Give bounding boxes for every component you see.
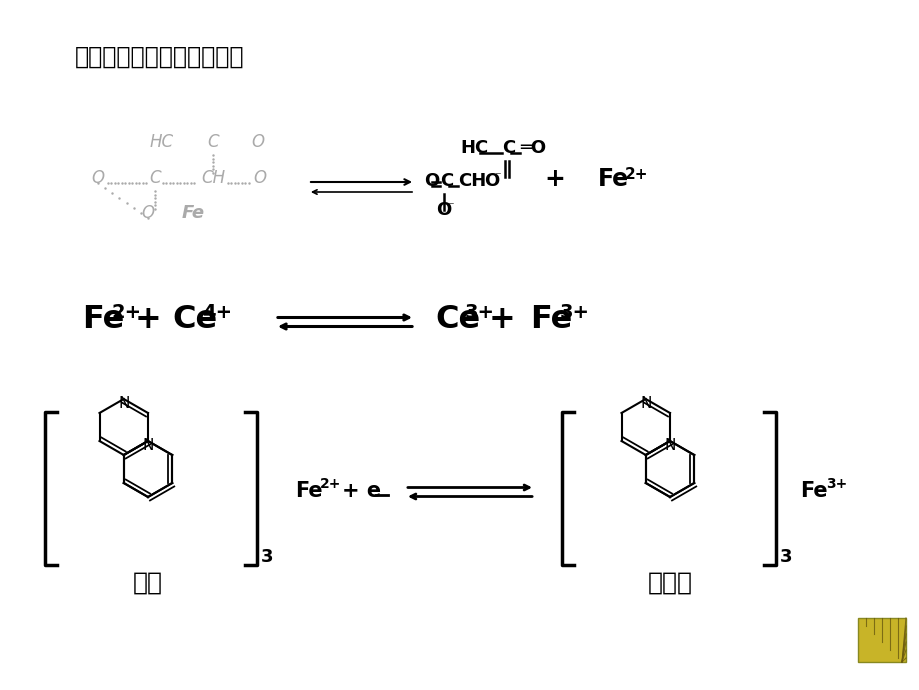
Text: ⁻: ⁻ bbox=[447, 200, 453, 213]
Text: +: + bbox=[134, 304, 161, 335]
Text: + e: + e bbox=[342, 481, 380, 501]
Text: HC: HC bbox=[150, 133, 174, 151]
Text: 富马酸亚铁的含量测定原理: 富马酸亚铁的含量测定原理 bbox=[75, 45, 244, 69]
Text: 红色: 红色 bbox=[133, 571, 163, 595]
Text: 3+: 3+ bbox=[560, 303, 589, 322]
Text: C: C bbox=[207, 133, 219, 151]
Text: +: + bbox=[544, 167, 565, 191]
Text: O: O bbox=[483, 172, 499, 190]
Text: C: C bbox=[439, 172, 453, 190]
Text: Fe: Fe bbox=[82, 304, 124, 335]
Text: N: N bbox=[664, 439, 675, 453]
Text: ═O: ═O bbox=[519, 139, 546, 157]
Text: O: O bbox=[251, 133, 265, 151]
Text: 2+: 2+ bbox=[624, 167, 648, 182]
Text: 3+: 3+ bbox=[825, 477, 846, 491]
Text: O: O bbox=[424, 172, 438, 190]
Text: 4+: 4+ bbox=[201, 303, 232, 322]
Text: N: N bbox=[640, 397, 651, 411]
Text: 2+: 2+ bbox=[320, 477, 341, 491]
Text: N: N bbox=[118, 397, 130, 411]
Text: CH: CH bbox=[458, 172, 486, 190]
Text: +: + bbox=[488, 304, 515, 335]
Text: Fe: Fe bbox=[597, 167, 629, 191]
Text: O: O bbox=[253, 169, 267, 187]
Text: 2+: 2+ bbox=[112, 303, 142, 322]
Text: 3+: 3+ bbox=[464, 303, 494, 322]
Text: Ce: Ce bbox=[435, 304, 480, 335]
Text: C: C bbox=[149, 169, 161, 187]
Text: ⁻: ⁻ bbox=[494, 170, 500, 183]
Bar bbox=[857, 618, 905, 662]
Text: O: O bbox=[91, 169, 105, 187]
Text: O: O bbox=[142, 204, 154, 222]
Text: Fe: Fe bbox=[295, 481, 323, 501]
Text: Fe: Fe bbox=[529, 304, 572, 335]
Text: Fe: Fe bbox=[800, 481, 827, 501]
Text: Fe: Fe bbox=[181, 204, 204, 222]
Text: C: C bbox=[502, 139, 515, 157]
Text: CH: CH bbox=[200, 169, 225, 187]
Text: 3: 3 bbox=[779, 548, 791, 566]
Text: HC: HC bbox=[460, 139, 488, 157]
Text: 3: 3 bbox=[261, 548, 273, 566]
Text: N: N bbox=[142, 439, 153, 453]
Text: O: O bbox=[436, 201, 450, 219]
Text: 浅蓝色: 浅蓝色 bbox=[647, 571, 692, 595]
Text: Ce: Ce bbox=[172, 304, 217, 335]
